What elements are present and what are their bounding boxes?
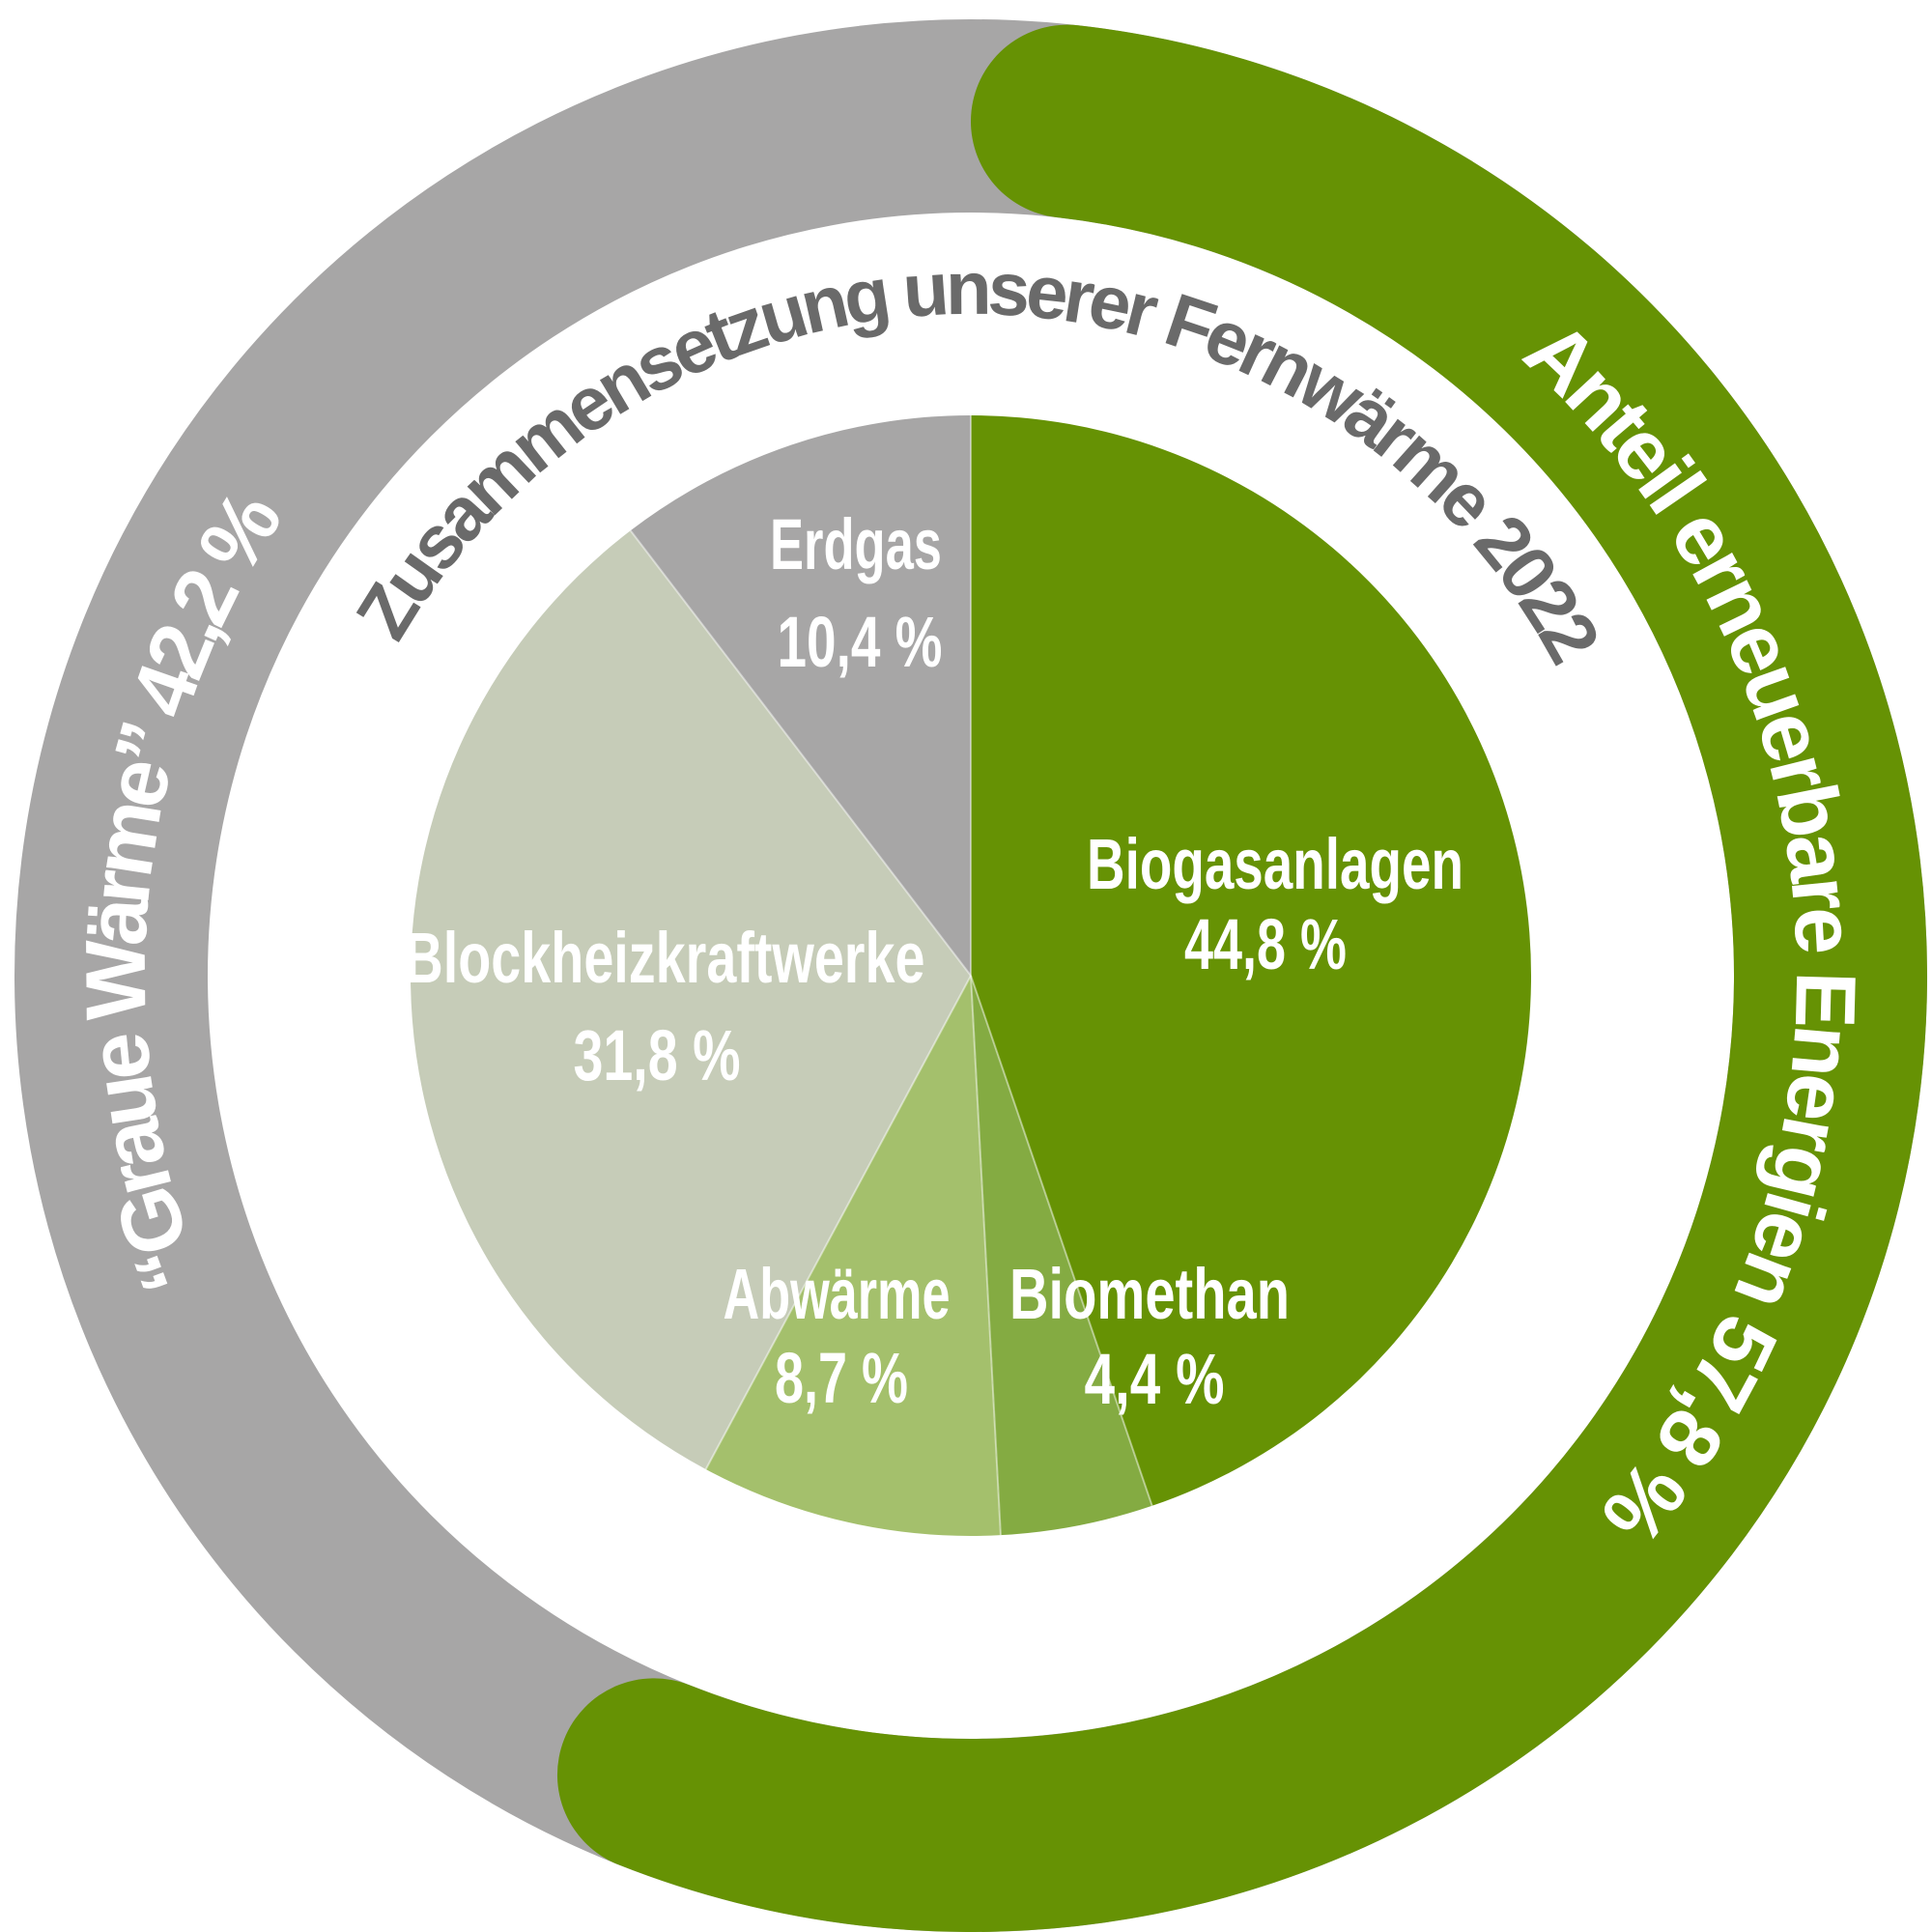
- wedge-separator: [704, 975, 972, 1470]
- slice-label-abwärme: Abwärme: [724, 1254, 951, 1334]
- ring-arc-anteil-erneuerbare-energien-57-8: [556, 24, 1927, 1932]
- wedge-separator: [970, 975, 1002, 1536]
- pie-slice-blockheizkraftwerke: [411, 530, 971, 1469]
- wedge-separator: [970, 975, 1153, 1507]
- pie-wedges: [411, 415, 1531, 1536]
- slice-label-blockheizkraftwerke: Blockheizkraftwerke: [405, 918, 925, 998]
- slice-value-erdgas: 10,4 %: [778, 602, 943, 682]
- pie-slice-biomethan: [971, 976, 1152, 1536]
- slice-value-blockheizkraftwerke: 31,8 %: [574, 1015, 741, 1095]
- slice-label-erdgas: Erdgas: [770, 504, 942, 584]
- pie-slice-abwärme: [705, 976, 1001, 1536]
- pie-slice-biogasanlagen: [971, 415, 1531, 1506]
- outer-ring: [14, 19, 1927, 1932]
- slice-value-abwärme: 8,7 %: [775, 1338, 908, 1418]
- wedge-separator: [629, 529, 972, 977]
- wedge-separators: [629, 415, 1153, 1536]
- slice-value-biomethan: 4,4 %: [1085, 1339, 1225, 1419]
- pie-slice-erdgas: [630, 415, 971, 976]
- slice-label-biogasanlagen: Biogasanlagen: [1087, 824, 1463, 904]
- slice-label-biomethan: Biomethan: [1009, 1254, 1290, 1334]
- slice-value-biogasanlagen: 44,8 %: [1184, 904, 1347, 984]
